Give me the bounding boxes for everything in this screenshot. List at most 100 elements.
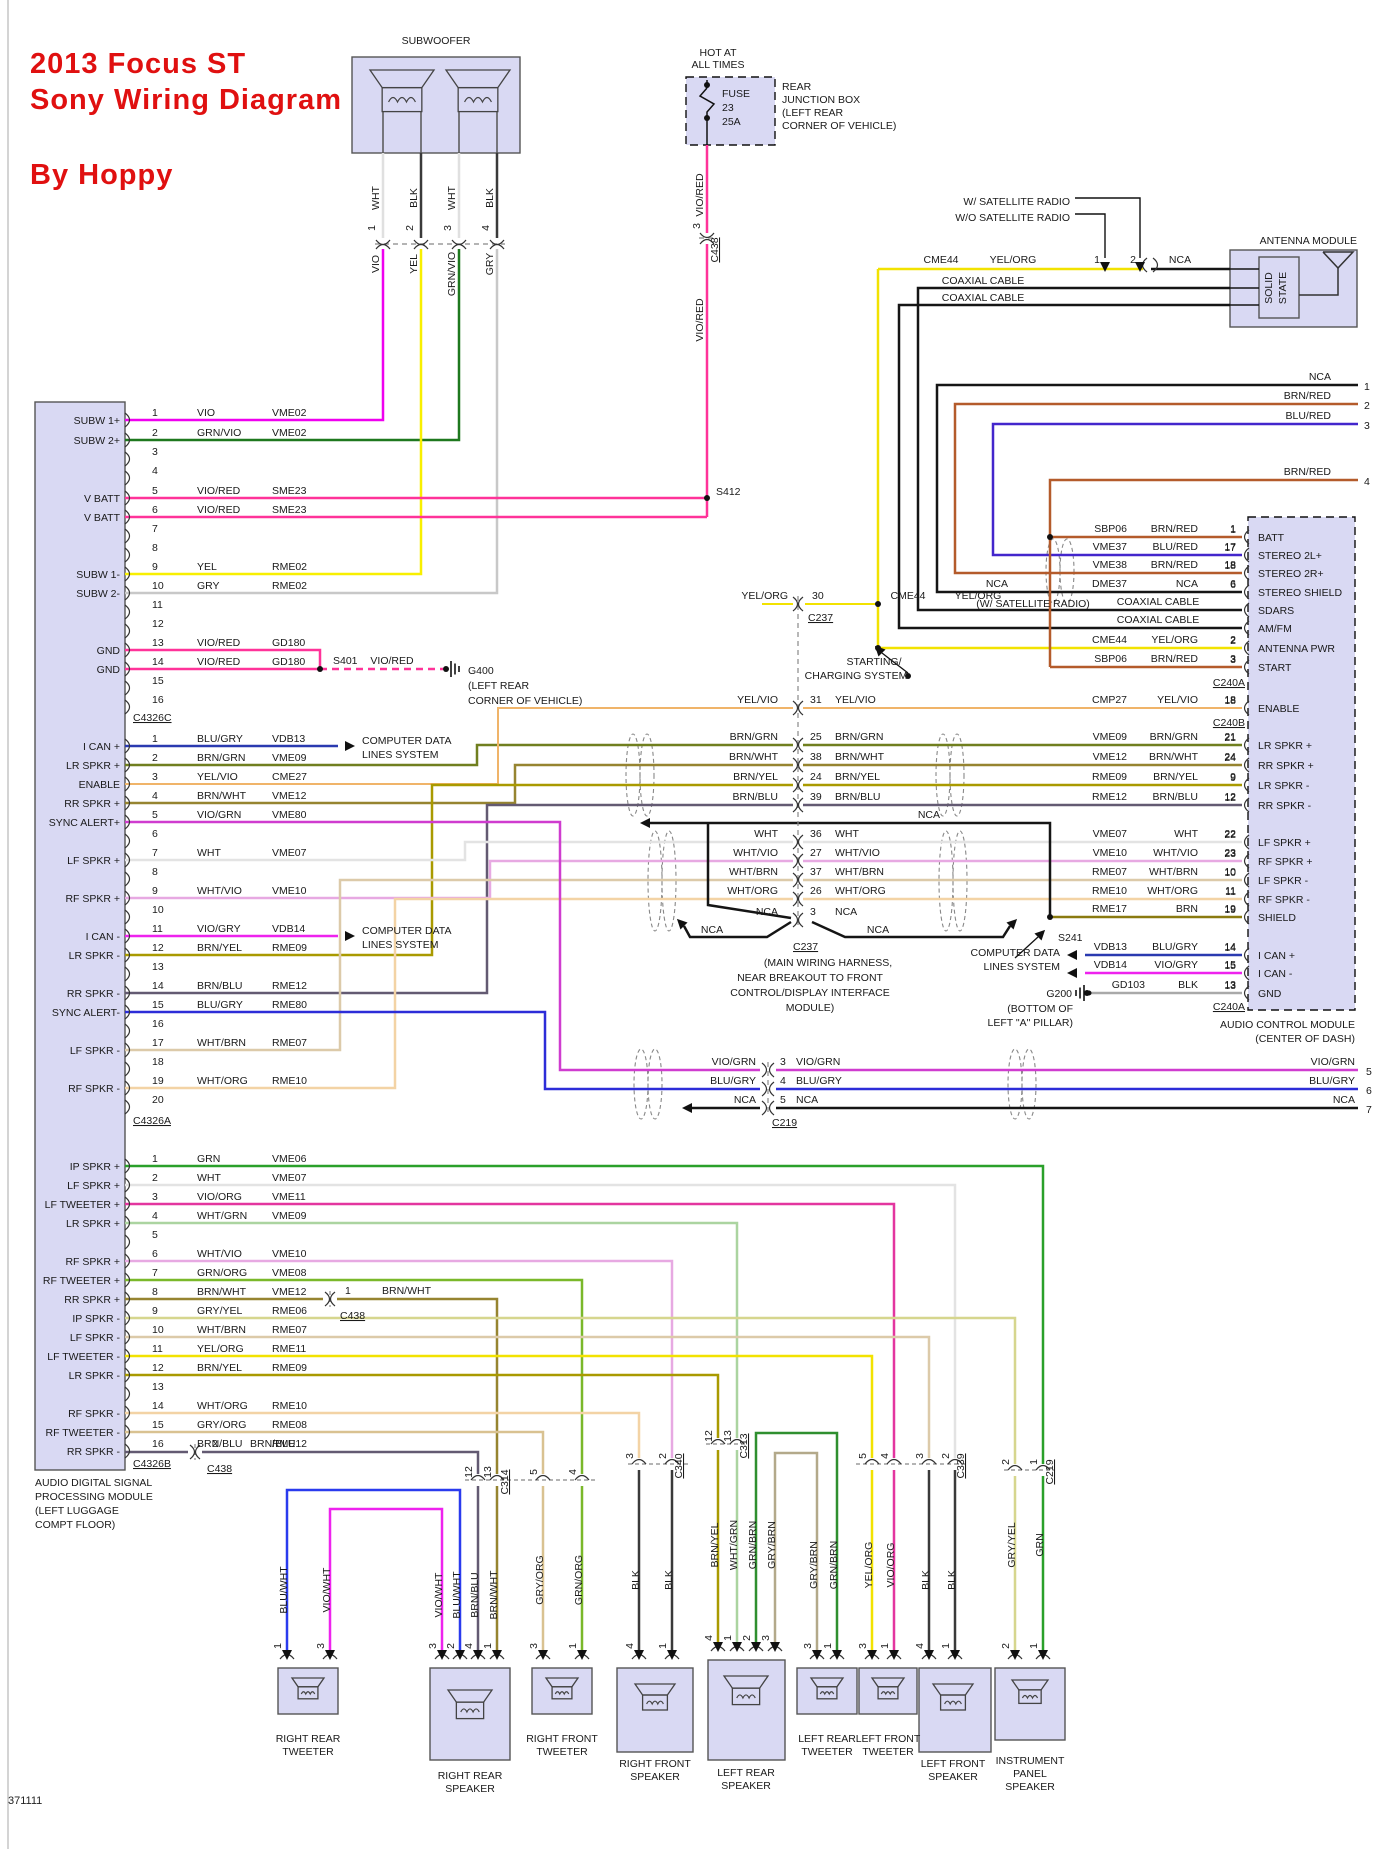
- pin-name: I CAN +: [1258, 950, 1295, 962]
- diagram-label: RIGHT REAR: [438, 1770, 503, 1782]
- diagram-label: LEFT REAR: [798, 1733, 856, 1745]
- diagram-label: BLU/GRY: [796, 1075, 842, 1087]
- connector-arc: [797, 757, 804, 773]
- diagram-label: 3: [914, 1453, 926, 1459]
- arrow-icon: [924, 1650, 934, 1660]
- diagram-label: 17: [1224, 541, 1236, 553]
- pin-arc: [1243, 947, 1250, 963]
- pin-number: 6: [152, 828, 158, 840]
- pin-number: 19: [152, 1075, 164, 1087]
- diagram-label: ENABLE: [79, 779, 120, 791]
- pin-arc: [124, 490, 131, 506]
- diagram-label: GRN/ORG: [573, 1555, 585, 1605]
- diagram-label: 3: [802, 1643, 814, 1649]
- pin-number: 23: [1224, 848, 1236, 860]
- diagram-label: RME07: [1092, 866, 1127, 878]
- wire: [125, 1430, 545, 1474]
- connector-arc: [324, 1291, 331, 1307]
- wire: [285, 1488, 462, 1650]
- arrow-icon: [770, 1642, 780, 1652]
- diagram-label: VME02: [272, 427, 307, 439]
- speaker-glyph: [381, 86, 423, 113]
- arrow-icon: [1135, 262, 1145, 272]
- pin-number: 13: [152, 637, 164, 649]
- title-line-2: Sony Wiring Diagram: [30, 84, 343, 117]
- diagram-label: WHT: [754, 828, 778, 840]
- pin-arc: [1243, 891, 1250, 907]
- pin-arc: [124, 909, 131, 925]
- speaker-coil-icon: [646, 1700, 664, 1706]
- connector-arc: [797, 891, 804, 907]
- diagram-label: NCA: [1176, 578, 1198, 590]
- pin-number: 3: [1230, 654, 1236, 666]
- twisted-pair-icon: [1021, 1048, 1037, 1120]
- diagram-label: 37: [810, 866, 822, 878]
- diagram-label: 3: [780, 1056, 786, 1068]
- diagram-label: VIO/WHT: [321, 1567, 333, 1612]
- diagram-label: VME11: [272, 1191, 306, 1203]
- diagram-label: (LEFT REAR: [468, 680, 529, 692]
- diagram-label: RME10: [272, 1075, 307, 1087]
- diagram-label: GRN/BRN: [747, 1521, 759, 1569]
- pin-arc: [124, 947, 131, 963]
- diagram-label: RME10: [1092, 885, 1127, 897]
- diagram-label: GRN/VIO: [446, 252, 458, 296]
- pin-name: RF SPKR -: [1258, 894, 1310, 906]
- pin-number: 14: [152, 656, 164, 668]
- diagram-label: LR SPKR +: [66, 1218, 120, 1230]
- arrow-icon: [492, 1650, 502, 1660]
- diagram-label: BRN/WHT: [488, 1570, 500, 1620]
- pin-number: 9: [1230, 772, 1236, 784]
- diagram-label: C438: [340, 1310, 365, 1322]
- diagram-label: RME17: [1092, 903, 1127, 915]
- diagram-label: STARTING/: [846, 656, 901, 668]
- diagram-label: BLU/GRY: [1309, 1075, 1355, 1087]
- pin-arc: [1243, 620, 1250, 636]
- diagram-label: CHARGING SYSTEM: [805, 670, 908, 682]
- pin-number: 5: [152, 1229, 158, 1241]
- diagram-label: COAXIAL CABLE: [1117, 614, 1199, 626]
- diagram-label: AUDIO CONTROL MODULE: [1220, 1019, 1355, 1031]
- module-box: [429, 1667, 511, 1761]
- diagram-label: REAR: [782, 81, 812, 93]
- connector-arc: [797, 853, 804, 869]
- diagram-label: YEL/VIO: [197, 771, 238, 783]
- diagram-label: BLK: [1178, 979, 1198, 991]
- diagram-label: C339: [955, 1453, 967, 1478]
- pin-number: 15: [152, 999, 164, 1011]
- diagram-label: BLK: [484, 188, 496, 208]
- diagram-label: BLU/GRY: [1152, 941, 1198, 953]
- diagram-label: VIO/RED: [197, 485, 241, 497]
- diagram-label: V BATT: [84, 493, 121, 505]
- diagram-label: S401: [333, 655, 358, 667]
- twisted-pair-icon: [935, 733, 951, 817]
- splice-dot: [317, 666, 323, 672]
- arrow-icon: [473, 1650, 483, 1660]
- diagram-label: VIO/GRY: [1154, 959, 1198, 971]
- diagram-label: NCA: [734, 1094, 756, 1106]
- connector-arc: [574, 1474, 590, 1481]
- diagram-label: 13: [1224, 979, 1236, 991]
- pin-arc: [1243, 757, 1250, 773]
- pin-name: LF SPKR -: [1258, 875, 1309, 887]
- diagram-label: C237: [793, 941, 818, 953]
- diagram-label: 4: [567, 1469, 579, 1475]
- diagram-label: STATE: [1277, 272, 1289, 304]
- connector-arc: [729, 1438, 745, 1445]
- diagram-label: SME23: [272, 504, 307, 516]
- diagram-label: 25A: [722, 116, 741, 128]
- pin-number: 15: [152, 675, 164, 687]
- speaker-coil-icon: [736, 1694, 756, 1700]
- pin-arc: [1243, 547, 1250, 563]
- diagram-label: 23: [1224, 847, 1236, 859]
- diagram-label: COMPT FLOOR): [35, 1519, 115, 1531]
- connector-arc: [413, 243, 429, 250]
- pin-arc: [1243, 872, 1250, 888]
- diagram-label: WHT/BRN: [197, 1037, 246, 1049]
- connector-arc: [194, 1444, 201, 1460]
- diagram-label: VME08: [272, 1267, 307, 1279]
- diagram-label: 2: [445, 1643, 457, 1649]
- diagram-label: 3: [624, 1453, 636, 1459]
- diagram-label: VIO/WHT: [433, 1572, 445, 1617]
